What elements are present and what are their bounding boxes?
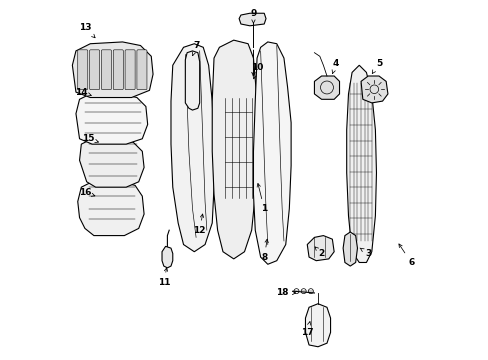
Polygon shape bbox=[305, 304, 330, 347]
Polygon shape bbox=[80, 139, 144, 187]
Text: 15: 15 bbox=[82, 134, 98, 143]
Text: 3: 3 bbox=[359, 248, 370, 258]
Polygon shape bbox=[72, 42, 153, 98]
Text: 9: 9 bbox=[250, 9, 256, 23]
Text: 5: 5 bbox=[371, 59, 381, 73]
Text: 1: 1 bbox=[257, 184, 267, 213]
Text: 12: 12 bbox=[193, 214, 205, 235]
Text: 17: 17 bbox=[300, 321, 313, 337]
FancyBboxPatch shape bbox=[125, 50, 135, 90]
Polygon shape bbox=[171, 44, 214, 252]
Text: 11: 11 bbox=[157, 268, 170, 287]
Text: 18: 18 bbox=[275, 288, 295, 297]
Text: 7: 7 bbox=[192, 41, 199, 56]
Text: 6: 6 bbox=[398, 244, 413, 267]
FancyBboxPatch shape bbox=[113, 50, 123, 90]
Polygon shape bbox=[343, 232, 357, 266]
Polygon shape bbox=[314, 76, 339, 99]
Polygon shape bbox=[212, 40, 257, 259]
Text: 14: 14 bbox=[75, 87, 91, 96]
Polygon shape bbox=[253, 42, 290, 264]
Text: 16: 16 bbox=[79, 188, 95, 197]
FancyBboxPatch shape bbox=[89, 50, 100, 90]
Polygon shape bbox=[239, 13, 265, 26]
Polygon shape bbox=[78, 182, 144, 235]
Text: 8: 8 bbox=[261, 239, 268, 262]
Polygon shape bbox=[360, 76, 387, 103]
Polygon shape bbox=[306, 235, 333, 261]
Polygon shape bbox=[162, 246, 172, 268]
Polygon shape bbox=[185, 51, 199, 110]
Polygon shape bbox=[346, 65, 376, 262]
FancyBboxPatch shape bbox=[137, 50, 147, 90]
FancyBboxPatch shape bbox=[78, 50, 88, 90]
FancyBboxPatch shape bbox=[101, 50, 111, 90]
Text: 13: 13 bbox=[79, 23, 95, 38]
Polygon shape bbox=[76, 94, 147, 144]
Text: 4: 4 bbox=[331, 59, 339, 73]
Text: 2: 2 bbox=[314, 247, 324, 258]
Text: 10: 10 bbox=[250, 63, 263, 79]
